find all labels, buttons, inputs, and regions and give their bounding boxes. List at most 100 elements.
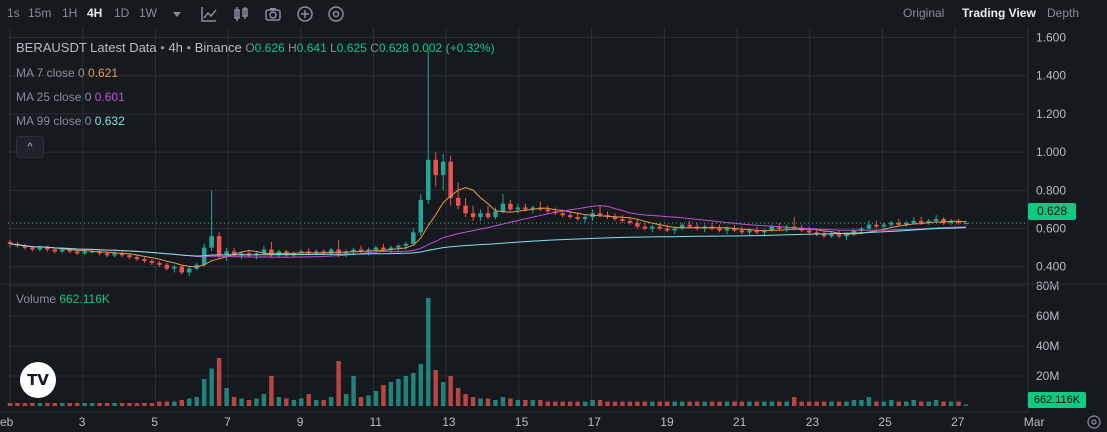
close-label: C bbox=[370, 41, 379, 55]
candle-body bbox=[657, 226, 663, 229]
interval-1w[interactable]: 1W bbox=[139, 6, 157, 20]
volume-bar bbox=[149, 403, 155, 406]
high-label: H bbox=[288, 41, 297, 55]
volume-bar bbox=[216, 358, 222, 406]
view-trading-view[interactable]: Trading View bbox=[962, 6, 1036, 20]
settings-dial-icon[interactable] bbox=[326, 4, 346, 24]
candle-body bbox=[373, 247, 379, 250]
dropdown-caret-icon[interactable] bbox=[167, 4, 187, 24]
candle-body bbox=[448, 161, 453, 198]
candle-body bbox=[896, 222, 902, 225]
candle-body bbox=[687, 224, 692, 227]
volume-bar bbox=[358, 397, 364, 406]
candle-body bbox=[246, 253, 252, 256]
candle-body bbox=[933, 218, 939, 221]
candle-body bbox=[889, 222, 894, 225]
screenshot-icon[interactable] bbox=[263, 4, 283, 24]
volume-bar bbox=[911, 400, 916, 406]
ma7-legend[interactable]: MA 7 close 0 0.621 bbox=[16, 66, 118, 80]
volume-bar bbox=[426, 298, 431, 406]
time-tick-label: 11 bbox=[370, 415, 383, 429]
candle-body bbox=[209, 236, 214, 248]
candle-body bbox=[500, 203, 506, 212]
volume-bar bbox=[933, 400, 939, 406]
candle-body bbox=[269, 249, 274, 256]
volume-bar bbox=[717, 401, 722, 406]
volume-bar bbox=[552, 401, 558, 406]
volume-bar bbox=[336, 361, 341, 406]
volume-bar bbox=[747, 401, 752, 406]
volume-bar bbox=[515, 400, 521, 406]
candlestick-chart[interactable]: 1.600 1.400 1.200 1.000 0.800 0.600 0.400 80M 60… bbox=[0, 28, 1107, 432]
volume-tick-label: 40M bbox=[1036, 339, 1059, 353]
candle-body bbox=[523, 207, 528, 210]
volume-bar bbox=[859, 400, 864, 406]
candle-body bbox=[926, 220, 931, 223]
volume-bar bbox=[112, 403, 117, 406]
volume-bar bbox=[523, 400, 528, 406]
volume-bar bbox=[926, 401, 931, 406]
price-tick-label: 0.800 bbox=[1036, 183, 1066, 197]
interval-1h[interactable]: 1H bbox=[62, 6, 78, 20]
ma99-legend[interactable]: MA 99 close 0 0.632 bbox=[16, 114, 125, 128]
view-original[interactable]: Original bbox=[903, 6, 945, 20]
volume-bar bbox=[142, 403, 147, 406]
symbol-legend: BERAUSDT Latest Data • 4h • Binance O0.6… bbox=[16, 40, 495, 55]
candle-body bbox=[426, 159, 431, 200]
candle-body bbox=[134, 257, 140, 260]
volume-bar bbox=[127, 403, 132, 406]
volume-bar bbox=[224, 388, 229, 406]
volume-bar bbox=[52, 403, 58, 406]
volume-bar bbox=[194, 397, 199, 406]
volume-tick-label: 20M bbox=[1036, 369, 1059, 383]
volume-bar bbox=[313, 400, 319, 406]
candle-body bbox=[874, 224, 879, 227]
volume-bar bbox=[134, 403, 140, 406]
volume-bar bbox=[597, 400, 603, 406]
collapse-legend-button[interactable]: ^ bbox=[16, 136, 44, 158]
candle-body bbox=[52, 249, 58, 252]
current-volume-tag: 662.116K bbox=[1028, 392, 1086, 408]
open-value: 0.626 bbox=[254, 41, 285, 55]
volume-bar bbox=[948, 401, 954, 406]
volume-bar bbox=[679, 401, 685, 406]
candle-body bbox=[679, 224, 685, 229]
ma99-value: 0.632 bbox=[94, 114, 125, 128]
interval-4h[interactable]: 4H bbox=[87, 6, 103, 20]
candle-body bbox=[612, 217, 618, 219]
candle-body bbox=[366, 249, 371, 252]
low-label: L bbox=[330, 41, 337, 55]
ma25-value: 0.601 bbox=[94, 90, 125, 104]
volume-bar bbox=[836, 401, 842, 406]
volume-bar bbox=[866, 397, 872, 406]
tradingview-logo[interactable]: TV bbox=[20, 362, 56, 398]
view-depth[interactable]: Depth bbox=[1047, 6, 1080, 20]
volume-bar bbox=[60, 403, 65, 406]
interval-1s[interactable]: 1s bbox=[7, 6, 20, 20]
volume-tick-label: 80M bbox=[1036, 279, 1059, 293]
volume-bar bbox=[650, 401, 655, 406]
candle-body bbox=[157, 262, 162, 265]
candle-body bbox=[470, 213, 476, 218]
volume-bar bbox=[411, 373, 416, 406]
ma25-legend[interactable]: MA 25 close 0 0.601 bbox=[16, 90, 125, 104]
candle-body bbox=[672, 228, 677, 231]
volume-bar bbox=[724, 401, 730, 406]
volume-bar bbox=[941, 401, 946, 406]
candle-body bbox=[866, 224, 872, 229]
chart-type-icon[interactable] bbox=[231, 4, 251, 24]
candle-body bbox=[739, 230, 745, 233]
candle-body bbox=[814, 232, 819, 235]
indicators-icon[interactable] bbox=[199, 4, 219, 24]
volume-bar bbox=[187, 398, 192, 406]
chart-settings-icon[interactable] bbox=[1086, 414, 1102, 430]
volume-bar bbox=[791, 397, 797, 406]
candle-body bbox=[440, 161, 446, 176]
interval-15m[interactable]: 15m bbox=[28, 6, 52, 20]
volume-bar bbox=[97, 403, 102, 406]
volume-bar bbox=[89, 403, 95, 406]
candle-body bbox=[67, 249, 72, 252]
volume-bar bbox=[22, 403, 28, 406]
add-icon[interactable] bbox=[295, 4, 315, 24]
interval-1d[interactable]: 1D bbox=[114, 6, 130, 20]
